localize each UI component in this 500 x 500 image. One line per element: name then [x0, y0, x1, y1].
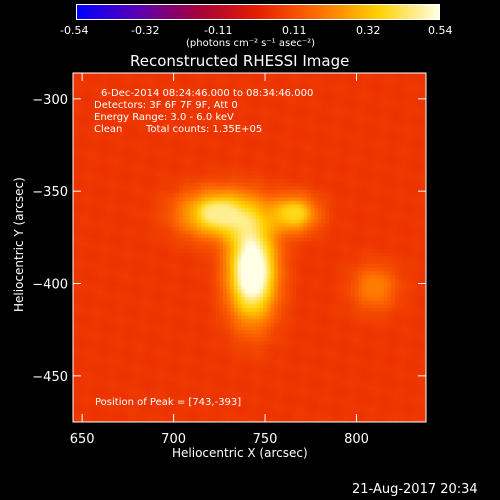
source-peak: [364, 277, 385, 298]
time-range-label: 6-Dec-2014 08:24:46.000 to 08:34:46.000: [101, 88, 314, 99]
energy-range-label: Energy Range: 3.0 - 6.0 keV: [94, 112, 234, 123]
x-axis-label: Heliocentric X (arcsec): [172, 446, 308, 460]
colorbar-tick-label: -0.32: [131, 24, 160, 37]
heatmap-image: [73, 73, 426, 422]
colorbar-tick-label: 0.11: [282, 24, 307, 37]
x-tick-label: 700: [161, 432, 186, 447]
colorbar-tick-label: 0.32: [356, 24, 381, 37]
colorbar-gradient: [76, 4, 440, 20]
x-tick-label: 650: [70, 432, 95, 447]
method-label: Clean: [94, 124, 123, 135]
y-tick-label: −400: [32, 278, 68, 293]
y-axis-label: Heliocentric Y (arcsec): [12, 177, 26, 312]
peak-position-label: Position of Peak = [743,-393]: [95, 397, 242, 408]
colorbar-tick-label: -0.11: [204, 24, 233, 37]
chart-title: Reconstructed RHESSI Image: [130, 52, 350, 70]
colorbar-unit-label: (photons cm⁻² s⁻¹ asec⁻²): [186, 38, 316, 49]
colorbar-tick-label: 0.54: [428, 24, 453, 37]
footer-date: 21-Aug-2017 20:34: [352, 482, 478, 497]
y-tick-label: −300: [32, 93, 68, 108]
source-peak: [242, 250, 263, 291]
total-counts-label: Total counts: 1.35E+05: [146, 124, 263, 135]
x-tick-label: 750: [253, 432, 278, 447]
y-tick-label: −450: [32, 370, 68, 385]
y-tick-label: −350: [32, 185, 68, 200]
colorbar-tick-label: -0.54: [60, 24, 89, 37]
source-peak: [284, 205, 305, 222]
detectors-label: Detectors: 3F 6F 7F 9F, Att 0: [94, 100, 238, 111]
plot-axes: 650 700 750 800 −300 −350 −400 −450: [32, 72, 427, 447]
x-tick-label: 800: [344, 432, 369, 447]
source-peak: [202, 203, 236, 224]
plot-frame: [72, 72, 427, 423]
